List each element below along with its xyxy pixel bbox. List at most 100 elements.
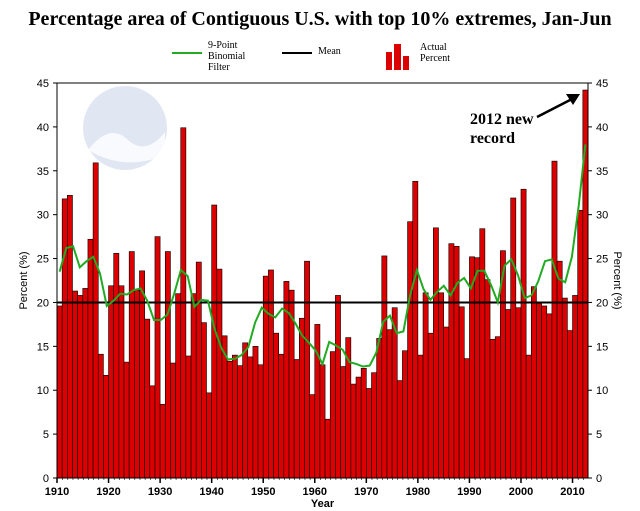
bar-1937 [195, 261, 202, 479]
bar-1990 [469, 256, 475, 479]
bar-1941 [216, 268, 223, 479]
annotation-arrowhead [566, 94, 580, 105]
ytick-label-right-10: 10 [596, 385, 608, 397]
bar-1989 [463, 358, 470, 479]
bar-1960 [314, 324, 321, 479]
xtick-label-1980: 1980 [406, 486, 430, 498]
bar-1924 [128, 251, 135, 479]
bar-1914 [77, 295, 84, 479]
ytick-label-left-0: 0 [43, 473, 49, 485]
bar-2007 [556, 260, 563, 479]
noaa-logo-bird [88, 132, 165, 163]
bar-1991 [474, 257, 481, 479]
bar-1913 [72, 290, 78, 479]
bar-1992 [479, 228, 486, 479]
bar-2000 [520, 188, 527, 479]
bar-1968 [355, 376, 362, 479]
bar-1970 [366, 388, 372, 479]
bar-1956 [293, 359, 300, 479]
bar-1961 [319, 364, 326, 479]
ytick-label-right-40: 40 [596, 122, 608, 134]
bar-1950 [262, 275, 269, 479]
y-axis-label-right: Percent (%) [611, 251, 623, 309]
bar-1938 [201, 322, 207, 479]
bar-1921 [113, 252, 120, 479]
legend-mean-label: Mean [318, 46, 341, 57]
ytick-label-right-15: 15 [596, 341, 608, 353]
legend-actual-swatch [386, 44, 409, 70]
bar-1918 [97, 353, 104, 479]
ytick-label-right-20: 20 [596, 297, 608, 309]
bar-1986 [448, 243, 455, 479]
bar-1984 [438, 292, 444, 479]
bar-1978 [407, 221, 414, 479]
filter-line [58, 144, 587, 368]
bar-1922 [118, 285, 125, 479]
bar-2011 [577, 209, 584, 479]
bars-layer [56, 89, 589, 479]
xtick-label-1920: 1920 [96, 486, 120, 498]
ytick-label-left-15: 15 [37, 341, 49, 353]
bar-1976 [396, 380, 403, 479]
bar-1947 [247, 356, 254, 479]
bar-1964 [335, 295, 341, 479]
bar-1925 [134, 289, 140, 479]
ytick-label-left-30: 30 [37, 210, 49, 222]
bar-1973 [381, 255, 388, 479]
bar-1946 [242, 342, 249, 479]
ytick-label-right-0: 0 [596, 473, 602, 485]
bar-1957 [298, 317, 305, 479]
bar-1944 [231, 354, 238, 479]
ytick-label-left-45: 45 [37, 78, 49, 90]
bar-1982 [427, 332, 434, 479]
bar-1995 [494, 336, 501, 479]
ytick-label-left-25: 25 [37, 254, 49, 266]
bar-1910 [56, 305, 63, 479]
plot-frame [56, 82, 589, 479]
xtick-label-1930: 1930 [148, 486, 172, 498]
bar-1962 [324, 418, 331, 479]
legend-filter-label: 9-Point Binomial Filter [208, 40, 246, 73]
bar-1958 [304, 260, 310, 479]
bar-1977 [402, 350, 408, 479]
bar-1972 [376, 338, 383, 479]
annotation-line-1: 2012 new [470, 111, 534, 128]
ytick-label-right-25: 25 [596, 254, 608, 266]
bar-1987 [453, 245, 460, 479]
ytick-label-left-20: 20 [37, 297, 49, 309]
bar-1993 [484, 279, 491, 479]
bar-1998 [510, 197, 517, 479]
bar-1912 [67, 195, 73, 479]
bar-1933 [175, 293, 182, 479]
bar-1939 [206, 392, 212, 479]
bar-2002 [530, 286, 537, 479]
bar-1919 [103, 374, 109, 479]
bar-1943 [226, 360, 233, 479]
bar-2008 [561, 297, 568, 479]
bar-2006 [551, 160, 558, 479]
bar-1928 [149, 385, 156, 479]
bar-1967 [350, 383, 357, 479]
bar-1971 [371, 372, 377, 479]
bar-1953 [278, 353, 285, 479]
bar-1959 [309, 394, 316, 479]
ytick-label-right-45: 45 [596, 78, 608, 90]
bar-2003 [536, 303, 542, 479]
bar-1997 [505, 309, 511, 479]
bar-1985 [443, 326, 450, 479]
bar-1930 [159, 403, 166, 479]
bar-1911 [61, 198, 68, 479]
bar-1931 [164, 251, 171, 479]
xtick-label-1960: 1960 [303, 486, 327, 498]
filter-layer [58, 144, 587, 368]
bar-1949 [257, 364, 264, 479]
bar-1920 [108, 285, 115, 479]
annotation-layer: 2012 new record [470, 94, 580, 147]
bar-1951 [268, 269, 274, 479]
ytick-label-right-30: 30 [596, 210, 608, 222]
bar-1981 [422, 292, 429, 479]
bar-2004 [541, 305, 548, 479]
xtick-label-2010: 2010 [560, 486, 584, 498]
chart-title: Percentage area of Contiguous U.S. with … [28, 8, 612, 30]
